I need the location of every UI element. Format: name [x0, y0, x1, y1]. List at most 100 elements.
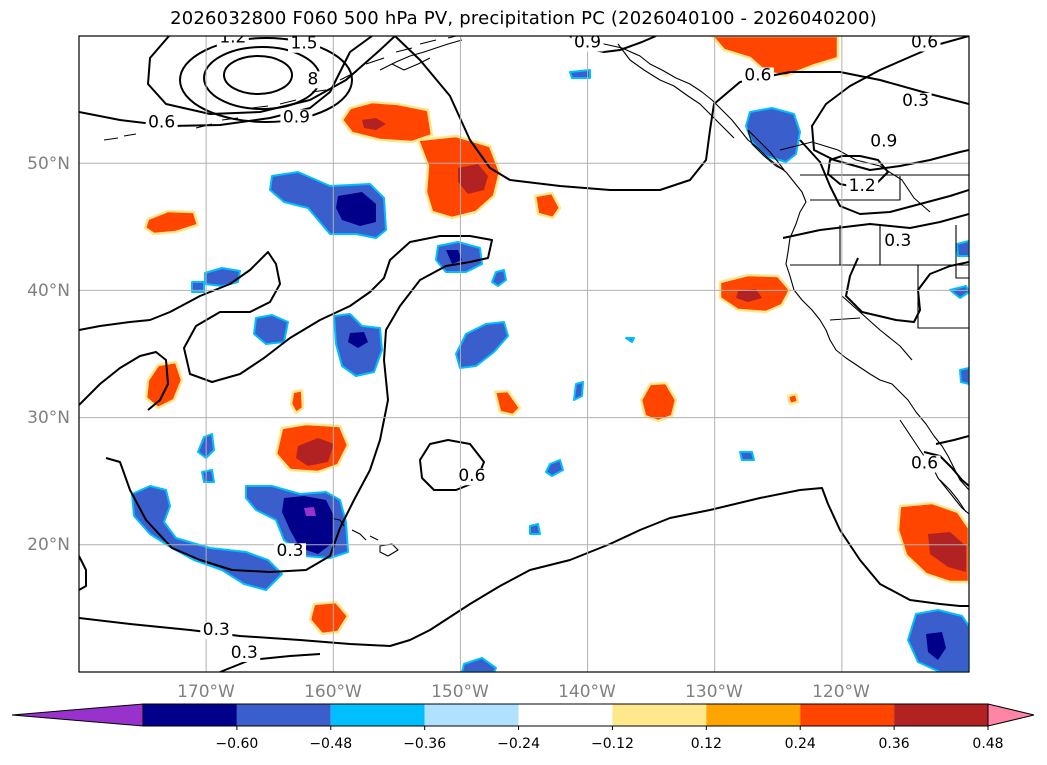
contour-label: 1.2	[849, 176, 876, 196]
colorbar-frame	[142, 703, 989, 727]
precip-area	[949, 285, 969, 299]
colorbar-extend-low	[11, 703, 144, 727]
pv-contour	[219, 653, 321, 672]
contour-label-bg	[571, 36, 604, 52]
precip-area	[739, 451, 755, 461]
colorbar-label: 0.48	[972, 736, 1003, 752]
contour-label: 0.6	[911, 32, 938, 52]
precip-area	[545, 459, 564, 477]
precip-area	[569, 69, 591, 79]
precip-area	[282, 496, 334, 554]
colorbar-label: 0.36	[879, 736, 910, 752]
contour-labels: 1.2 1.5 8 0.9 0.6 0.9 0.6 0.6 0.3 0.9 1.2 0.3 0.6 0.3…	[145, 27, 941, 663]
contour-label-bg	[846, 178, 879, 196]
colorbar-segment	[706, 704, 801, 726]
gridlines	[79, 36, 969, 672]
positive-precip-areas	[143, 36, 969, 636]
lon-tick-label: 170°W	[177, 682, 235, 702]
contour-label: 0.6	[148, 113, 175, 133]
pv-contour	[79, 555, 87, 591]
contour-label-bg	[296, 71, 329, 89]
mexico-coast	[939, 479, 967, 513]
contour-label: 8	[308, 69, 319, 89]
contour-label-bg	[908, 36, 941, 52]
precip-area	[362, 118, 386, 130]
precip-area	[786, 392, 800, 406]
lat-tick-label: 20°N	[27, 535, 70, 555]
pv-contour	[79, 487, 969, 647]
lon-tick-label: 150°W	[431, 682, 489, 702]
precip-area	[956, 240, 969, 257]
contour-label-bg	[280, 109, 313, 127]
map-frame	[78, 35, 970, 673]
contour-label: 0.6	[911, 453, 938, 473]
pv-contour	[419, 439, 485, 491]
contour-label: 0.3	[231, 643, 258, 663]
lat-tick-label: 30°N	[27, 408, 70, 428]
pv-contour	[179, 37, 353, 123]
contour-label: 1.5	[291, 34, 318, 54]
precip-area	[204, 267, 241, 287]
lat-tick-label: 50°N	[27, 154, 70, 174]
longitude-axis: 170°W 160°W 150°W 140°W 130°W 120°W	[177, 682, 870, 702]
precip-area	[446, 250, 462, 264]
precip-area	[131, 485, 283, 591]
contour-label: 0.9	[283, 107, 310, 127]
precip-area	[493, 389, 522, 417]
alaska-coastline	[584, 36, 787, 173]
contour-label-bg	[455, 468, 488, 486]
alaska-peninsula	[379, 39, 463, 71]
colorbar-label: −0.48	[309, 736, 352, 752]
contour-label-bg	[908, 455, 941, 473]
contour-label-bg	[867, 133, 900, 151]
colorbar-extend-high	[987, 703, 1035, 727]
colorbar-segment	[612, 704, 707, 726]
alaska-coastline	[617, 43, 735, 139]
precip-area	[308, 600, 350, 636]
precip-area	[926, 632, 946, 660]
colorbar-label: −0.60	[215, 736, 258, 752]
pv-contour	[827, 155, 889, 189]
precip-area	[639, 381, 678, 423]
colorbar-segment	[236, 704, 331, 726]
contour-label: 0.3	[884, 231, 911, 251]
pv-contour	[147, 36, 396, 115]
colorbar-segment	[518, 704, 613, 726]
precip-area	[289, 388, 305, 415]
vancouver-island	[747, 129, 785, 171]
contour-label-bg	[288, 36, 321, 53]
pv-contour	[223, 55, 293, 95]
precip-area	[296, 438, 334, 466]
contour-label: 1.2	[219, 27, 246, 47]
precip-area	[143, 209, 200, 236]
colorbar-label: 0.24	[785, 736, 816, 752]
map-background	[79, 36, 969, 672]
precip-area	[201, 469, 215, 483]
colorbar: −0.60 −0.48 −0.36 −0.24 −0.12 0.12 0.24 0.36 0.4…	[11, 703, 1035, 752]
contour-label: 0.9	[574, 32, 601, 52]
pv-contour	[79, 235, 493, 573]
colorbar-segment	[894, 704, 988, 726]
contour-label-bg	[216, 36, 249, 47]
colorbar-label: 0.12	[691, 736, 722, 752]
pv-contour	[782, 213, 969, 323]
map-content: 1.2 1.5 8 0.9 0.6 0.9 0.6 0.6 0.3 0.9 1.2 0.3 0.6 0.3…	[79, 27, 969, 672]
pv-contour	[811, 36, 969, 171]
pv-contour	[394, 36, 969, 191]
precip-area	[348, 332, 368, 348]
colorbar-segment	[800, 704, 895, 726]
latitude-axis: 50°N 40°N 30°N 20°N	[27, 154, 70, 555]
contour-label-bg	[741, 67, 774, 85]
colorbar-segment	[143, 704, 237, 726]
precip-area	[304, 507, 316, 516]
lon-tick-label: 160°W	[304, 682, 362, 702]
precip-area	[461, 657, 497, 672]
lon-tick-label: 130°W	[685, 682, 743, 702]
contour-label: 0.6	[744, 66, 771, 86]
precip-area	[491, 269, 507, 287]
precip-area	[455, 321, 509, 369]
pv-contour	[79, 351, 169, 411]
negative-precip-areas	[131, 69, 969, 672]
pv-contour	[935, 435, 969, 445]
